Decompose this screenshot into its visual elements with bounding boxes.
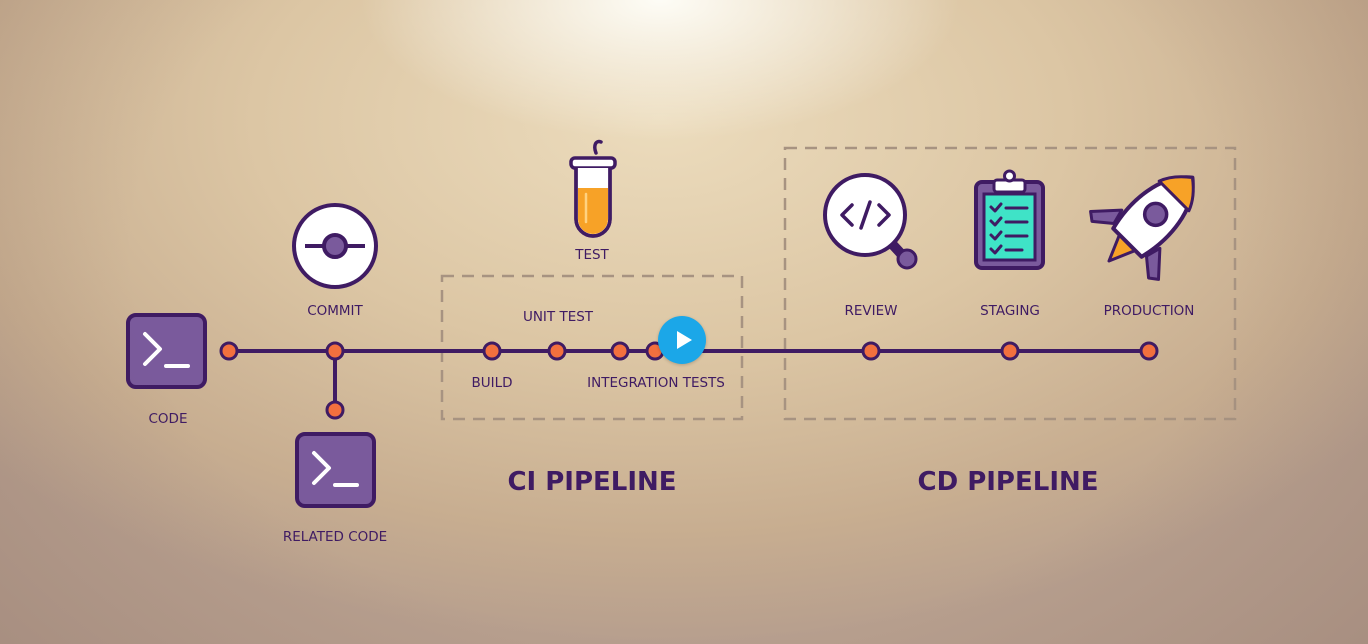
terminal-icon [295, 432, 376, 508]
label-commit: COMMIT [307, 303, 363, 319]
label-ci-pipeline: CI PIPELINE [507, 467, 676, 497]
label-related-code: RELATED CODE [283, 529, 387, 545]
code-review-icon [823, 173, 918, 270]
terminal-icon [126, 313, 207, 389]
node-unit-test [547, 341, 567, 361]
node-code [219, 341, 239, 361]
test-tube-icon [569, 139, 617, 238]
node-build [482, 341, 502, 361]
clipboard-checklist-icon [974, 169, 1045, 270]
label-review: REVIEW [844, 303, 897, 319]
label-test: TEST [574, 247, 609, 263]
node-production [1139, 341, 1159, 361]
node-commit [325, 341, 345, 361]
label-build: BUILD [471, 375, 512, 391]
label-integration-tests: INTEGRATION TESTS [587, 375, 725, 391]
node-related-code [325, 400, 345, 420]
cd-dashed-box [783, 146, 1237, 421]
label-production: PRODUCTION [1104, 303, 1195, 319]
node-test-3 [610, 341, 630, 361]
commit-icon [292, 203, 378, 289]
play-icon[interactable] [658, 316, 706, 364]
label-cd-pipeline: CD PIPELINE [917, 467, 1098, 497]
ci-dashed-box [440, 274, 744, 421]
label-unit-test: UNIT TEST [523, 309, 594, 325]
node-staging [1000, 341, 1020, 361]
rocket-icon [1089, 175, 1195, 281]
node-review [861, 341, 881, 361]
label-staging: STAGING [980, 303, 1040, 319]
label-code: CODE [149, 411, 188, 427]
